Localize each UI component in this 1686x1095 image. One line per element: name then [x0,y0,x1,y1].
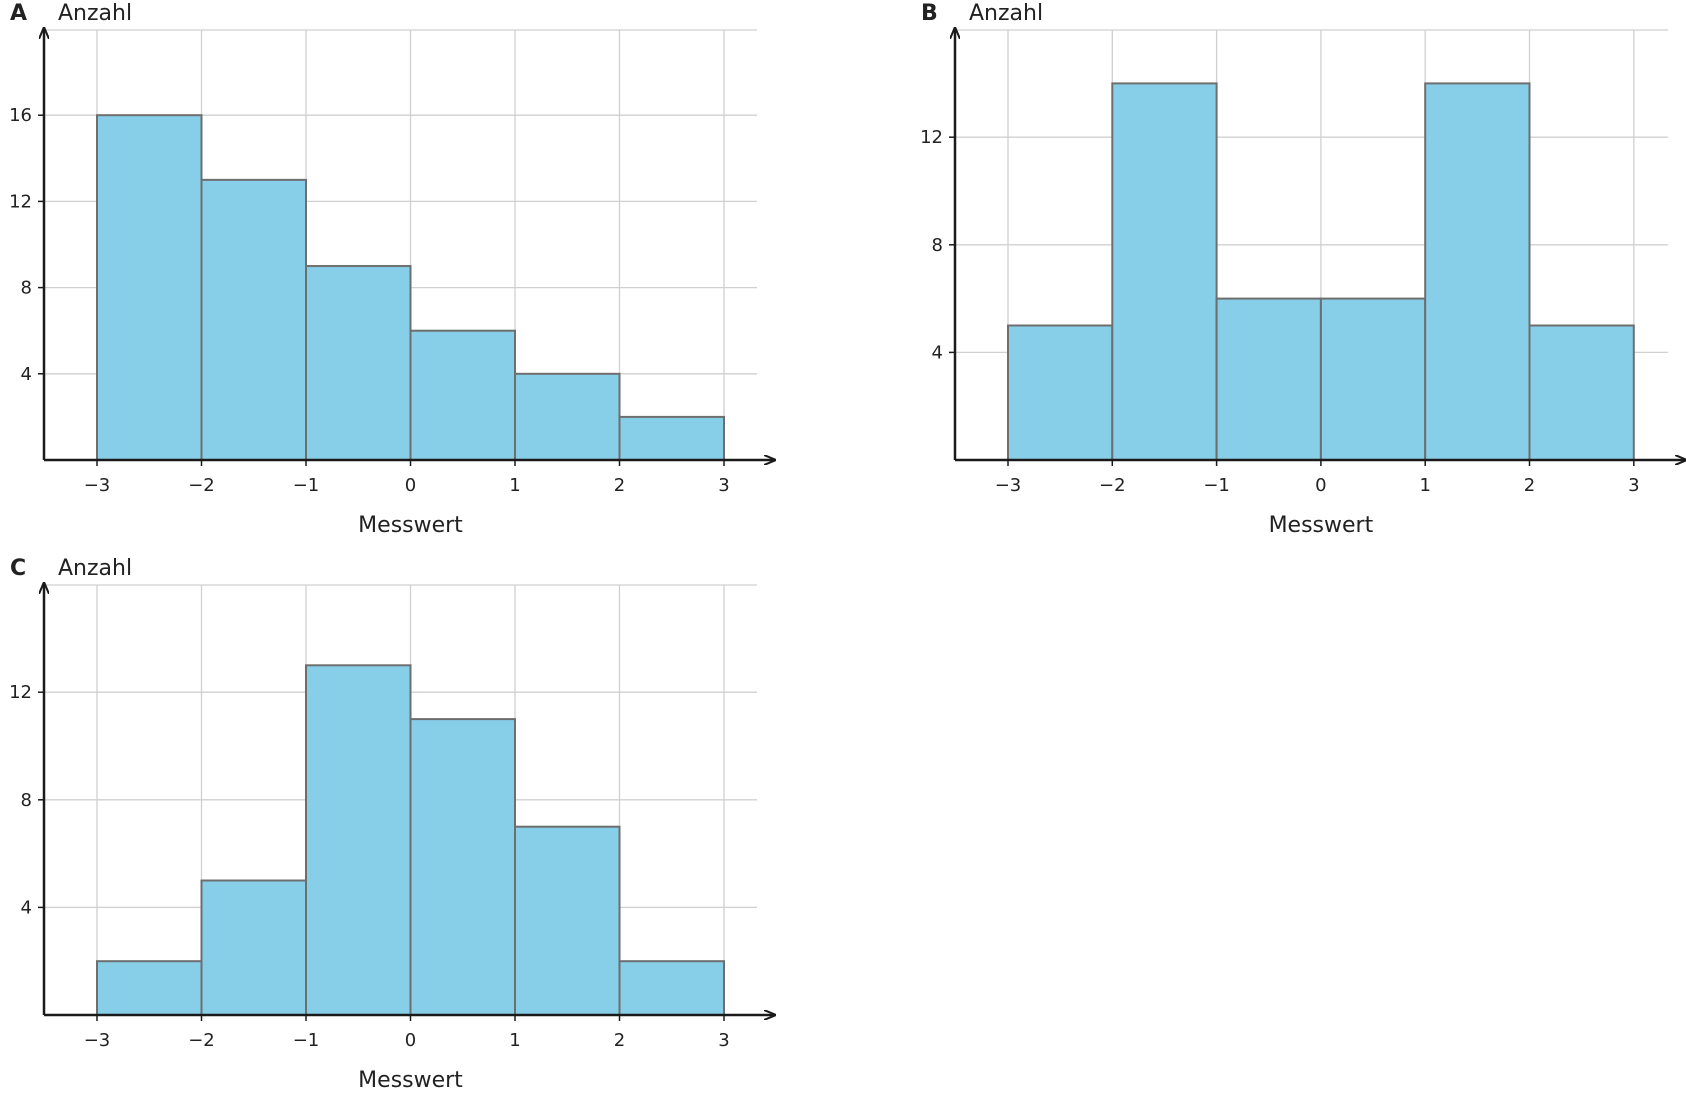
x-tick-label: 0 [405,475,416,496]
panel-letter: A [10,1,27,26]
x-tick-label: 0 [1315,475,1326,496]
histogram-bar [1007,324,1114,461]
x-axis-title: Messwert [358,1068,463,1093]
y-tick-label: 12 [9,191,32,212]
x-tick-label: 1 [509,475,520,496]
y-axis-title: Anzahl [58,556,132,581]
y-tick-label: 4 [21,364,32,385]
x-tick-label: 1 [1419,475,1430,496]
histogram-bar [96,114,203,461]
histogram-bar [514,825,621,1017]
x-tick-label: 3 [718,475,729,496]
y-tick-label: 8 [932,235,943,256]
x-tick-label: −1 [1203,475,1230,496]
y-tick-label: 12 [920,127,943,148]
histogram-bar [305,664,412,1016]
histogram-bar [305,265,412,461]
y-tick-label: 12 [9,682,32,703]
x-tick-label: −3 [84,1030,111,1051]
x-tick-label: 3 [1628,475,1639,496]
histogram-bar [96,960,203,1017]
x-tick-label: −2 [188,475,215,496]
x-axis-title: Messwert [1269,513,1374,538]
histogram-bar [1319,297,1427,461]
histogram-bar [200,178,307,461]
y-tick-label: 8 [21,790,32,811]
histogram-bar [618,960,725,1017]
x-tick-label: −3 [84,475,111,496]
x-tick-label: −2 [1099,475,1126,496]
y-axis-title: Anzahl [969,1,1043,26]
x-tick-label: 2 [1524,475,1535,496]
histogram-bar [200,879,307,1016]
y-tick-label: 4 [932,342,943,363]
y-tick-label: 8 [21,278,32,299]
y-tick-label: 4 [21,897,32,918]
x-tick-label: 0 [405,1030,416,1051]
histogram-bar [514,372,621,461]
x-tick-label: −1 [293,475,320,496]
histogram-bar [409,718,516,1016]
histogram-bar [1424,82,1531,462]
histogram-bar [1111,82,1218,462]
x-axis-title: Messwert [358,513,463,538]
y-axis-title: Anzahl [58,1,132,26]
x-tick-label: 2 [614,475,625,496]
histogram-bar [1215,297,1322,461]
x-tick-label: 2 [614,1030,625,1051]
x-tick-label: −3 [995,475,1022,496]
panel-letter: B [921,1,938,26]
y-tick-label: 16 [9,105,32,126]
histogram-bar [1528,324,1635,461]
panel-letter: C [10,556,26,581]
histogram-bar [409,329,516,462]
x-tick-label: 1 [509,1030,520,1051]
x-tick-label: −2 [188,1030,215,1051]
histogram-bar [618,415,725,461]
x-tick-label: −1 [293,1030,320,1051]
x-tick-label: 3 [718,1030,729,1051]
